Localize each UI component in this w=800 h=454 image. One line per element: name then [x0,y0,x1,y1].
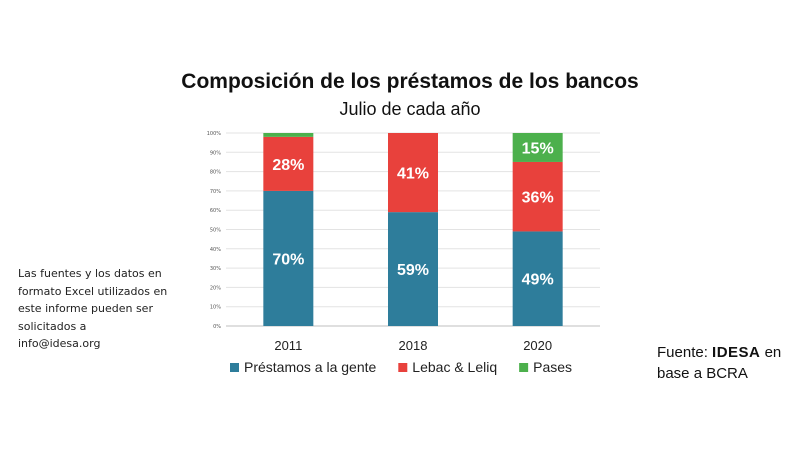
y-tick-label: 20% [210,285,221,291]
legend-swatch [230,363,239,372]
y-tick-label: 10% [210,305,221,311]
source-brand: IDESA [712,344,761,361]
bar-segment [263,133,314,137]
y-tick-label: 0% [213,324,221,330]
x-tick-label: 2011 [274,338,302,353]
data-label: 36% [522,190,554,207]
data-availability-note: Las fuentes y los datos en formato Excel… [18,267,168,350]
x-tick-label: 2018 [399,338,428,353]
legend-swatch [519,363,529,372]
bar-segment [263,190,314,326]
y-tick-label: 80% [210,170,221,176]
bar-segment [388,133,438,213]
legend-swatch [398,363,408,372]
y-tick-label: 90% [210,150,221,156]
x-tick-label: 2020 [523,338,552,353]
bar-segment [512,133,563,162]
y-tick-label: 60% [210,208,221,214]
source-credit: Fuente: IDESA en base a BCRA [657,342,800,384]
legend-label: Préstamos a la gente [244,359,377,375]
bar-segment [263,136,314,191]
y-tick-label: 50% [210,228,221,234]
y-tick-label: 100% [207,131,222,137]
y-tick-label: 70% [210,189,221,195]
data-label: 28% [272,157,304,174]
data-label: 49% [522,272,554,289]
chart-subtitle: Julio de cada año [339,99,481,119]
data-label: 41% [397,166,429,183]
bar-segment [512,231,563,326]
source-suffix: en base a BCRA [657,344,782,382]
bar-segment [388,212,438,326]
data-label: 59% [397,262,429,279]
legend-label: Pases [533,359,572,375]
legend-label: Lebac & Leliq [412,359,497,375]
data-label: 15% [522,140,554,157]
source-prefix: Fuente: [657,344,708,361]
bar-segment [512,161,563,232]
y-tick-label: 40% [210,247,221,253]
data-label: 70% [272,251,304,268]
y-tick-label: 30% [210,266,221,272]
chart-title: Composición de los préstamos de los banc… [181,70,639,93]
